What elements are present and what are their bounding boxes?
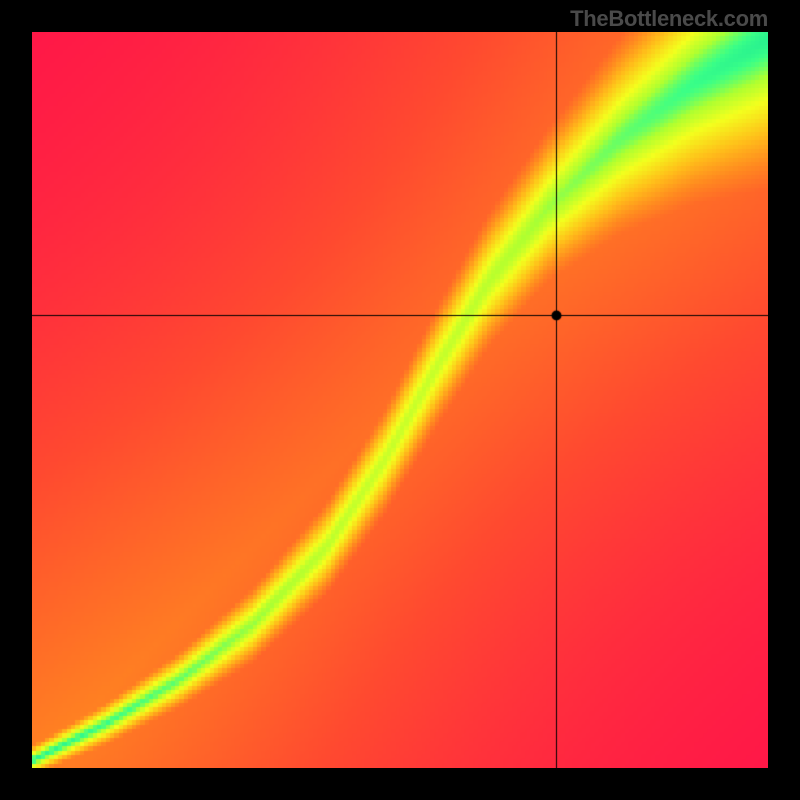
watermark-text: TheBottleneck.com [570,6,768,32]
crosshair-overlay [32,32,768,768]
frame: TheBottleneck.com [0,0,800,800]
